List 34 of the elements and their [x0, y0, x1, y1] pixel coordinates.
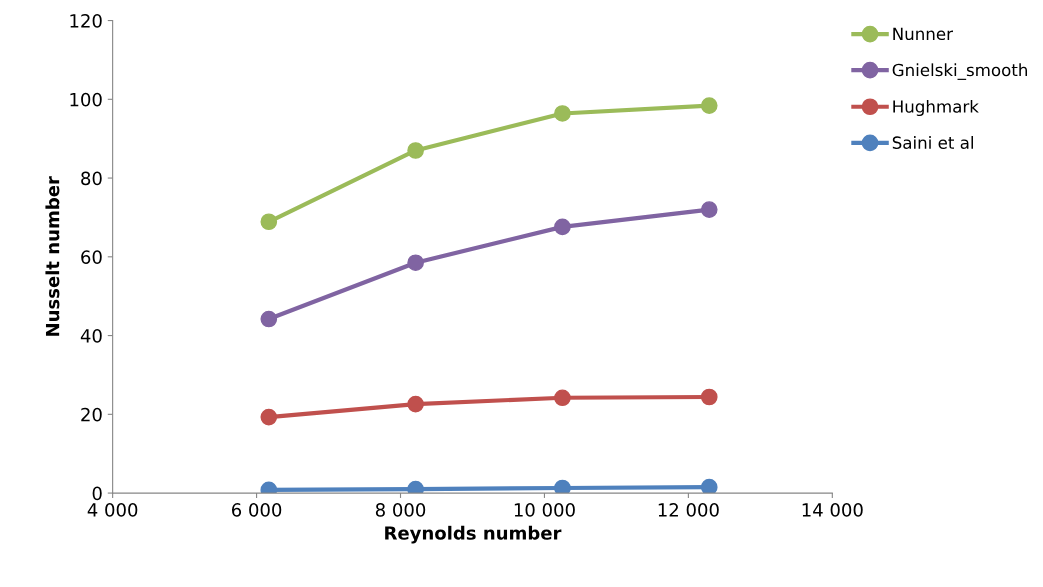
x-axis-title: Reynolds number — [385, 525, 562, 544]
y-tick-label: 40 — [80, 329, 102, 343]
y-tick-label: 20 — [81, 407, 102, 422]
point — [260, 310, 278, 328]
x-tick-label: 8 000 — [375, 503, 426, 517]
x-tick-label: 10 000 — [514, 503, 575, 517]
point — [407, 254, 424, 272]
point — [700, 478, 718, 494]
point — [554, 218, 571, 236]
point — [700, 201, 718, 218]
y-tick-label: 80 — [81, 171, 102, 186]
point — [407, 395, 424, 413]
point — [260, 213, 278, 231]
point — [700, 97, 718, 114]
point — [700, 388, 718, 406]
x-tick-label: 4 000 — [87, 503, 138, 517]
y-tick-label: 60 — [81, 250, 102, 264]
y-tick-label: 120 — [70, 14, 102, 28]
point — [260, 408, 278, 426]
x-tick-label: 14 000 — [802, 503, 863, 517]
point — [554, 479, 571, 494]
y-axis-title: Nusselt number — [45, 176, 60, 336]
point — [554, 105, 571, 122]
y-tick-label: 100 — [70, 92, 102, 107]
y-tick-label: 0 — [92, 486, 102, 501]
x-tick-label: 6 000 — [231, 503, 282, 517]
point — [407, 480, 424, 494]
point — [407, 142, 424, 159]
legend-label: Saini et al — [892, 136, 973, 149]
legend-label: Nunner — [893, 27, 953, 41]
point — [554, 389, 571, 407]
legend-label: Gnielski_smooth — [892, 63, 1027, 80]
x-tick-label: 12 000 — [658, 503, 719, 517]
legend-label: Hughmark — [893, 99, 979, 117]
